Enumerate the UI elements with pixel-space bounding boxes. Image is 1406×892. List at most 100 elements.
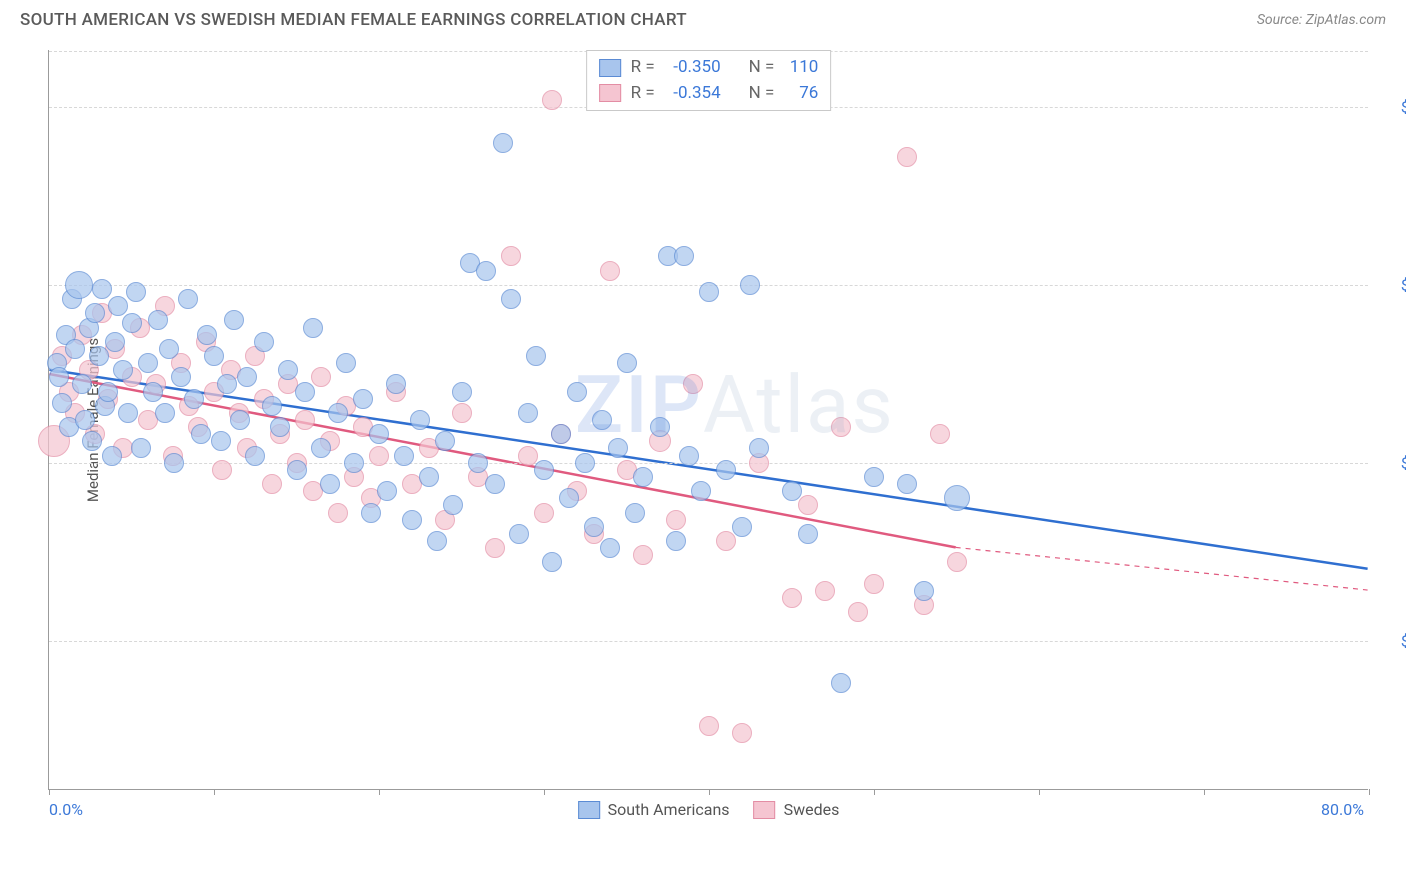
data-point — [782, 588, 802, 608]
data-point — [864, 467, 884, 487]
gridline-h — [49, 463, 1368, 464]
data-point — [82, 431, 102, 451]
data-point — [113, 360, 133, 380]
data-point — [740, 275, 760, 295]
data-point — [245, 446, 265, 466]
y-tick-label: $35,000 — [1378, 453, 1406, 472]
data-point — [691, 481, 711, 501]
data-point — [320, 474, 340, 494]
data-point — [782, 481, 802, 501]
data-point — [224, 310, 244, 330]
data-point — [485, 474, 505, 494]
data-point — [650, 417, 670, 437]
data-point — [509, 524, 529, 544]
x-tick — [1039, 789, 1040, 795]
swatch-pink-icon — [599, 84, 621, 102]
data-point — [674, 246, 694, 266]
x-tick — [1204, 789, 1205, 795]
data-point — [625, 503, 645, 523]
data-point — [542, 90, 562, 110]
data-point — [237, 367, 257, 387]
source-label: Source: ZipAtlas.com — [1257, 12, 1386, 28]
data-point — [369, 446, 389, 466]
data-point — [72, 374, 92, 394]
data-point — [138, 353, 158, 373]
data-point — [798, 524, 818, 544]
x-tick — [874, 789, 875, 795]
data-point — [184, 389, 204, 409]
data-point — [600, 261, 620, 281]
data-point — [501, 289, 521, 309]
n-label: N = — [749, 55, 775, 81]
data-point — [178, 289, 198, 309]
data-point — [716, 531, 736, 551]
data-point — [361, 503, 381, 523]
data-point — [485, 538, 505, 558]
data-point — [452, 382, 472, 402]
data-point — [131, 438, 151, 458]
y-tick-label: $22,500 — [1378, 631, 1406, 650]
n-label: N = — [749, 81, 775, 107]
data-point — [52, 393, 72, 413]
data-point — [394, 446, 414, 466]
data-point — [118, 403, 138, 423]
data-point — [518, 446, 538, 466]
stats-row-swedes: R = -0.354 N = 76 — [599, 81, 819, 107]
data-point — [542, 552, 562, 572]
data-point — [864, 574, 884, 594]
data-point — [295, 410, 315, 430]
data-point — [270, 417, 290, 437]
data-point — [75, 410, 95, 430]
x-tick-label: 80.0% — [1321, 800, 1364, 819]
data-point — [947, 552, 967, 572]
data-point — [311, 438, 331, 458]
data-point — [159, 339, 179, 359]
x-tick-label: 0.0% — [49, 800, 83, 819]
trend-line-dash — [956, 547, 1368, 590]
data-point — [534, 503, 554, 523]
data-point — [930, 424, 950, 444]
data-point — [89, 346, 109, 366]
data-point — [85, 303, 105, 323]
y-tick-label: $47,500 — [1378, 275, 1406, 294]
data-point — [148, 310, 168, 330]
r-value-pink: -0.354 — [665, 81, 721, 107]
data-point — [254, 332, 274, 352]
legend-item-swedes: Swedes — [754, 800, 840, 819]
data-point — [328, 503, 348, 523]
n-value-blue: 110 — [784, 55, 818, 81]
plot-area: Median Female Earnings R = -0.350 N = 11… — [48, 50, 1368, 790]
data-point — [443, 495, 463, 515]
data-point — [732, 723, 752, 743]
data-point — [410, 410, 430, 430]
data-point — [105, 332, 125, 352]
data-point — [171, 367, 191, 387]
data-point — [435, 431, 455, 451]
n-value-pink: 76 — [784, 81, 818, 107]
data-point — [468, 453, 488, 473]
data-point — [666, 510, 686, 530]
bottom-legend: South Americans Swedes — [578, 800, 840, 819]
data-point — [716, 460, 736, 480]
stats-row-south-americans: R = -0.350 N = 110 — [599, 55, 819, 81]
data-point — [897, 474, 917, 494]
data-point — [344, 453, 364, 473]
data-point — [262, 396, 282, 416]
data-point — [551, 424, 571, 444]
data-point — [49, 367, 69, 387]
data-point — [295, 382, 315, 402]
data-point — [262, 474, 282, 494]
r-label: R = — [631, 55, 655, 81]
data-point — [311, 367, 331, 387]
x-tick — [544, 789, 545, 795]
data-point — [944, 485, 970, 511]
data-point — [608, 438, 628, 458]
swatch-blue-icon — [599, 59, 621, 77]
gridline-h — [49, 641, 1368, 642]
data-point — [204, 346, 224, 366]
y-tick-label: $60,000 — [1378, 97, 1406, 116]
data-point — [164, 453, 184, 473]
data-point — [353, 389, 373, 409]
data-point — [369, 424, 389, 444]
data-point — [749, 438, 769, 458]
